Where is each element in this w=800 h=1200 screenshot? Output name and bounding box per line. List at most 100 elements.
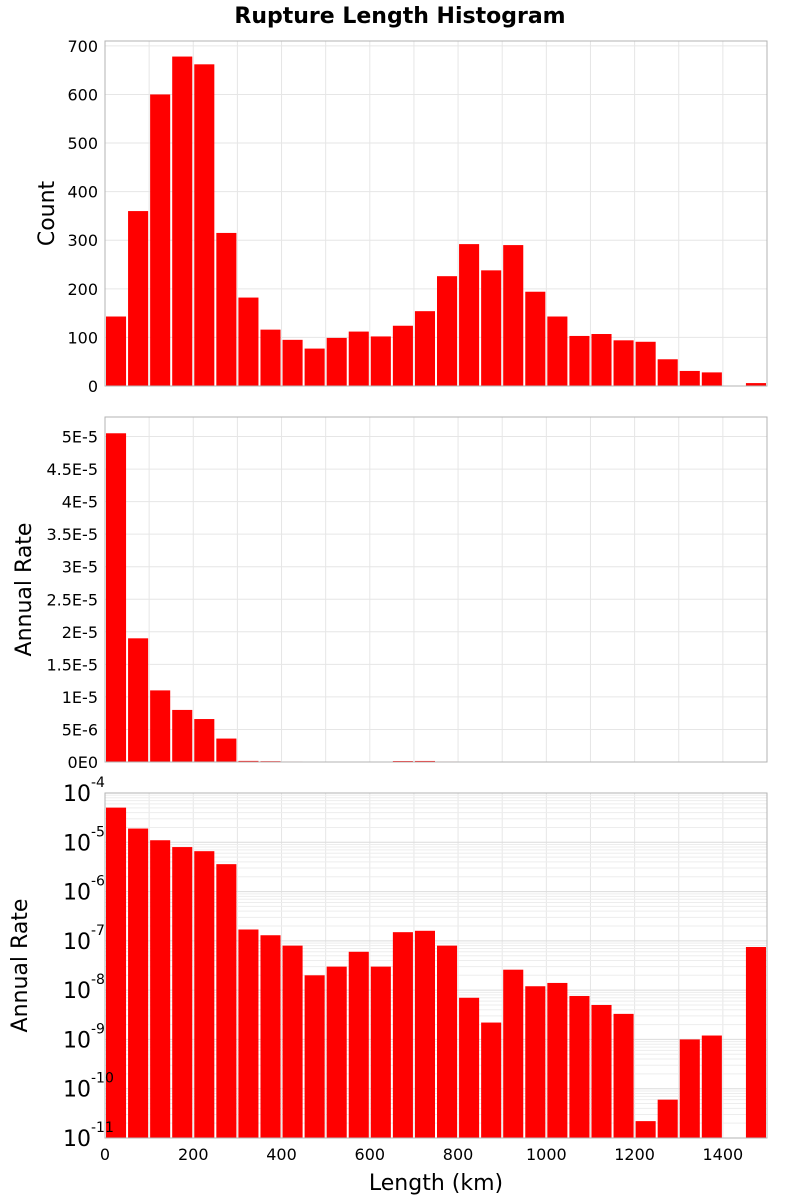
bar xyxy=(172,56,193,387)
y-tick-label: 5E-6 xyxy=(62,720,98,739)
x-tick-label: 800 xyxy=(443,1145,474,1164)
y-tick-label: 1.5E-5 xyxy=(46,655,98,674)
y-tick-label: 600 xyxy=(67,85,98,104)
bar xyxy=(370,336,391,386)
bar xyxy=(348,951,369,1138)
y-tick-label: 200 xyxy=(67,280,98,299)
bar xyxy=(194,64,215,386)
y-tick-exponent: -10 xyxy=(91,1071,114,1087)
y-tick-label: 2E-5 xyxy=(62,623,98,642)
bar xyxy=(172,847,193,1138)
y-tick-label: 4E-5 xyxy=(62,493,98,512)
grid-lines xyxy=(105,793,767,1139)
y-tick-label: 3.5E-5 xyxy=(46,525,98,544)
bar xyxy=(613,1013,634,1138)
y-tick-label: 400 xyxy=(67,183,98,202)
bar xyxy=(106,433,127,762)
y-tick-label: 100 xyxy=(67,328,98,347)
y-tick-exponent: -4 xyxy=(91,775,105,791)
bar xyxy=(745,947,766,1138)
y-axis-label: Annual Rate xyxy=(8,899,33,1033)
x-tick-label: 200 xyxy=(178,1145,209,1164)
bar xyxy=(106,807,127,1138)
bar xyxy=(150,690,171,762)
y-tick-label: 10 xyxy=(63,1127,91,1152)
bar xyxy=(481,1022,502,1138)
y-tick-label: 300 xyxy=(67,231,98,250)
y-axis-label: Annual Rate xyxy=(12,523,37,657)
bar xyxy=(414,760,435,762)
plot-area xyxy=(105,417,767,762)
bar xyxy=(613,340,634,386)
y-axis-label: Count xyxy=(35,180,60,246)
y-tick-label: 10 xyxy=(63,881,91,906)
y-tick-label: 10 xyxy=(63,930,91,955)
bars xyxy=(106,433,458,762)
bar xyxy=(459,244,480,386)
bar xyxy=(128,828,149,1138)
bar xyxy=(216,738,237,762)
y-tick-label: 4.5E-5 xyxy=(46,460,98,479)
bar xyxy=(150,94,171,386)
bar xyxy=(304,348,325,386)
y-tick-label: 0 xyxy=(88,377,98,396)
bar xyxy=(569,996,590,1138)
y-tick-exponent: -6 xyxy=(91,874,105,890)
bars xyxy=(106,56,766,387)
bar xyxy=(282,339,303,386)
bar xyxy=(348,331,369,386)
plot-frame xyxy=(104,792,768,1139)
x-tick-labels: 0 200 400 600 800 1000 1200 1400 xyxy=(100,1145,743,1164)
bar xyxy=(392,932,413,1138)
y-tick-label: 500 xyxy=(67,134,98,153)
bar xyxy=(414,930,435,1138)
x-tick-label: 400 xyxy=(266,1145,297,1164)
y-tick-label: 2.5E-5 xyxy=(46,590,98,609)
bar xyxy=(238,929,259,1138)
bar xyxy=(635,341,656,386)
panel-count: 0 100 200 300 400 500 600 700 Count xyxy=(35,37,768,396)
bar xyxy=(437,945,458,1138)
plot-area xyxy=(105,41,767,386)
bar xyxy=(745,383,766,386)
y-tick-label: 0E0 xyxy=(68,753,98,772)
x-tick-label: 1400 xyxy=(703,1145,744,1164)
y-tick-exponent: -8 xyxy=(91,972,105,988)
bar xyxy=(370,966,391,1138)
bar xyxy=(679,370,700,386)
bar xyxy=(569,335,590,386)
y-tick-label: 3E-5 xyxy=(62,558,98,577)
bar xyxy=(260,935,281,1138)
y-tick-exponent: -5 xyxy=(91,824,105,840)
bar xyxy=(128,638,149,762)
y-tick-label: 10 xyxy=(63,1078,91,1103)
plot-frame xyxy=(104,40,768,387)
x-tick-label: 1000 xyxy=(526,1145,567,1164)
bar xyxy=(701,1035,722,1138)
bar xyxy=(657,1099,678,1138)
bar xyxy=(106,316,127,386)
y-tick-label: 10 xyxy=(63,979,91,1004)
bar xyxy=(525,986,546,1138)
bar xyxy=(591,1004,612,1138)
bar xyxy=(525,291,546,386)
chart-title: Rupture Length Histogram xyxy=(234,4,565,29)
bar xyxy=(128,211,149,386)
x-tick-label: 600 xyxy=(355,1145,386,1164)
grid-lines xyxy=(105,417,767,763)
bar xyxy=(238,760,259,762)
bar xyxy=(414,311,435,386)
bar xyxy=(547,982,568,1138)
bar xyxy=(326,337,347,386)
bar xyxy=(216,232,237,386)
y-tick-label: 700 xyxy=(67,37,98,56)
bar xyxy=(657,359,678,386)
bar xyxy=(635,1121,656,1138)
bar xyxy=(260,329,281,386)
bar xyxy=(481,270,502,386)
bar xyxy=(459,997,480,1138)
bar xyxy=(547,316,568,386)
bar xyxy=(326,966,347,1138)
